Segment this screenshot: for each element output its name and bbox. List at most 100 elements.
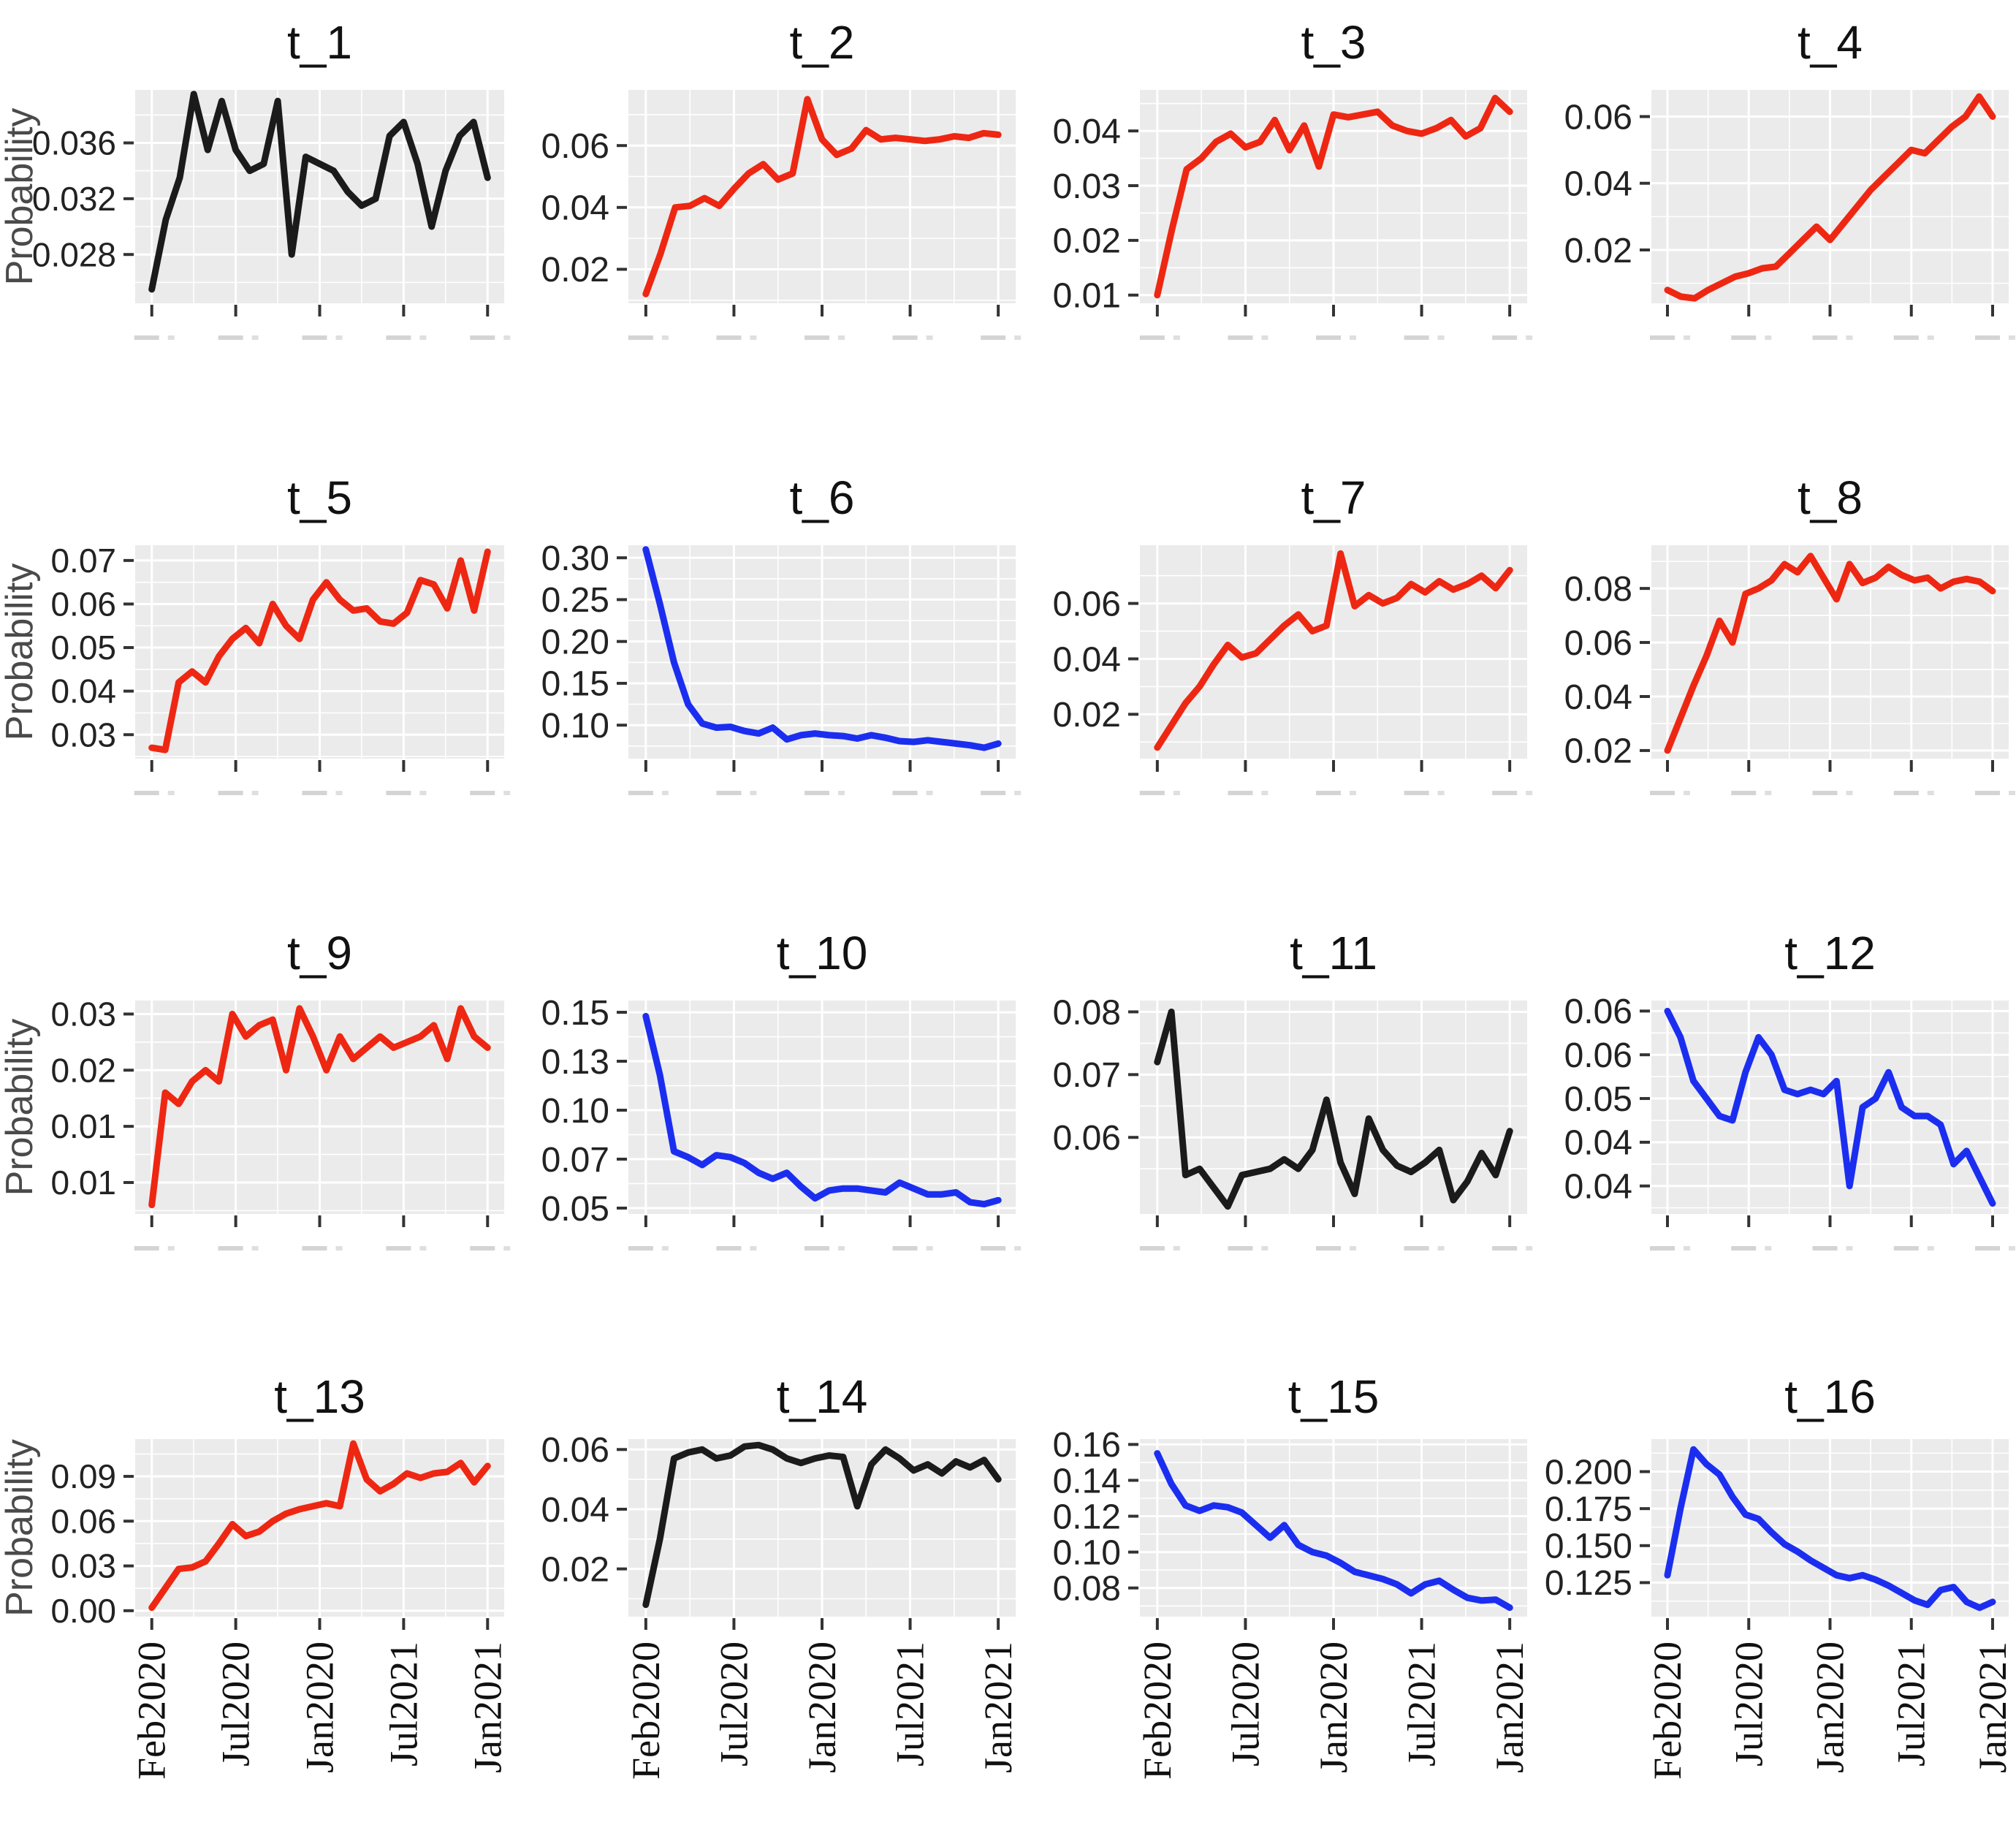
y-tick-label: 0.16 [1053,1426,1121,1465]
y-tick-label: 0.15 [541,665,609,704]
y-tick-label: 0.09 [50,1457,116,1495]
y-tick-label: 0.01 [50,1107,116,1145]
clipped-x-label-mark [1812,335,1838,340]
facet-chart-t_15: t_15 0.080.100.120.140.16 Feb2020 Jul2020 Ja… [1053,1370,1532,1780]
y-tick-label: 0.06 [1564,993,1632,1031]
y-tick-label: 0.25 [541,581,609,620]
y-tick-label: 0.150 [1545,1528,1632,1566]
clipped-x-label-mark [386,791,411,795]
x-tick-label: Jan2020 [1312,1642,1355,1773]
clipped-x-label-mark [1139,1246,1165,1251]
series-line-t_10 [642,1012,1002,1208]
x-tick-label: Feb2020 [1646,1642,1689,1780]
x-tick-label: Feb2020 [624,1642,668,1780]
clipped-x-label-mark [302,1246,327,1251]
x-tick-label: Jul2020 [1223,1642,1267,1766]
facet-t_8: t_8 0.02 0.04 0.06 0.08 [1534,455,2016,911]
x-tick-label: Jan2021 [976,1642,1020,1773]
facet-chart-t_2: t_2 0.02 0.04 0.06 [541,16,1022,340]
clipped-x-label-mark [1228,791,1253,795]
series-line-t_6 [642,546,1002,751]
clipped-x-label-mark [470,1246,495,1251]
y-tick-label: 0.10 [541,1092,609,1131]
y-tick-label: 0.06 [1564,98,1632,137]
facet-title: t_3 [1301,16,1366,69]
facet-t_4: t_4 0.02 0.04 0.06 [1534,0,2016,455]
y-tick-label: 0.05 [1564,1080,1632,1119]
facet-title: t_10 [777,927,868,979]
facet-t_5: t_5 0.03 0.04 0.05 0.06 0.07 Probability [0,455,511,911]
facet-chart-t_8: t_8 0.02 0.04 0.06 0.08 [1564,471,2015,795]
y-tick-label: 0.13 [541,1043,609,1082]
series-line-t_16 [1664,1446,1996,1612]
clipped-x-label-mark [1974,1246,2000,1251]
y-tick-label: 0.20 [541,623,609,661]
series-line-t_4 [1664,93,1996,302]
facet-chart-t_3: t_3 0.01 0.02 0.03 0.04 [1053,16,1533,340]
y-tick-label: 0.028 [32,235,116,273]
clipped-x-label-mark [981,791,1006,795]
clipped-x-label-mark [981,335,1006,340]
clipped-x-label-mark [892,791,918,795]
clipped-x-label-mark [1228,335,1253,340]
clipped-x-label-mark [1139,335,1165,340]
clipped-x-label-mark [892,335,918,340]
y-tick-label: 0.04 [541,189,609,228]
facet-title: t_9 [287,927,352,979]
clipped-x-label-mark [470,791,495,795]
y-tick-label: 0.02 [1053,222,1121,261]
clipped-x-label-mark [1650,1246,1675,1251]
x-tick-label: Jan2020 [298,1642,342,1773]
clipped-x-label-mark [1316,335,1341,340]
x-tick-label: Jan2021 [465,1642,509,1773]
clipped-x-label-mark [1893,335,1919,340]
facet-chart-t_12: t_12 0.04 0.04 0.05 0.06 0.06 [1564,927,2015,1251]
clipped-x-label-mark [1812,791,1838,795]
y-tick-label: 0.06 [1053,1119,1121,1158]
clipped-x-label-mark [1893,791,1919,795]
clipped-x-label-mark [218,335,243,340]
facet-title: t_11 [1290,927,1377,979]
y-tick-label: 0.06 [50,585,116,623]
y-tick-label: 0.06 [1564,1036,1632,1075]
facet-t_2: t_2 0.02 0.04 0.06 [511,0,1023,455]
y-tick-label: 0.15 [541,994,609,1033]
y-tick-label: 0.12 [1053,1498,1121,1536]
series-line-t_13 [148,1440,491,1612]
y-axis-title: Probability [0,563,41,741]
y-tick-label: 0.14 [1053,1462,1121,1500]
clipped-x-label-mark [470,335,495,340]
series-line-t_2 [642,96,1002,297]
clipped-x-label-mark [1731,791,1757,795]
facet-title: t_1 [287,16,352,69]
clipped-x-label-mark [628,1246,653,1251]
x-tick-label: Jul2021 [889,1642,932,1766]
clipped-x-label-mark [805,1246,829,1251]
clipped-x-label-mark [1316,1246,1341,1251]
y-tick-label: 0.03 [50,1547,116,1585]
y-tick-label: 0.07 [541,1141,609,1180]
x-tick-label: Feb2020 [1136,1642,1179,1780]
clipped-x-label-mark [1228,1246,1253,1251]
facet-title: t_4 [1798,16,1863,69]
facet-t_16: t_16 0.125 0.150 0.175 0.200 Feb2020 Jul2020 Ja… [1534,1366,2016,1833]
facet-chart-t_13: t_13 0.00 0.03 0.06 0.09 Feb2020 Jul2020 Jan202… [0,1370,509,1780]
facet-title: t_12 [1784,927,1876,979]
y-axis-title: Probability [0,1019,41,1196]
y-tick-label: 0.01 [1053,277,1121,316]
y-tick-label: 0.02 [50,1051,116,1089]
y-tick-label: 0.08 [1564,570,1632,609]
y-tick-label: 0.08 [1053,1570,1121,1609]
y-tick-label: 0.02 [1053,696,1121,735]
x-tick-label: Jul2020 [214,1642,258,1766]
y-tick-label: 0.04 [1564,1124,1632,1163]
facet-chart-t_7: t_7 0.02 0.04 0.06 [1053,471,1533,795]
clipped-x-label-mark [1404,791,1429,795]
y-tick-label: 0.30 [541,539,609,578]
facet-title: t_15 [1288,1370,1380,1423]
series-line-t_12 [1664,1007,1996,1207]
y-tick-label: 0.07 [50,542,116,580]
clipped-x-label-mark [134,791,159,795]
x-tick-label: Jul2021 [1890,1642,1933,1766]
facet-t_13: t_13 0.00 0.03 0.06 0.09 Feb2020 Jul2020 Jan202… [0,1366,511,1833]
